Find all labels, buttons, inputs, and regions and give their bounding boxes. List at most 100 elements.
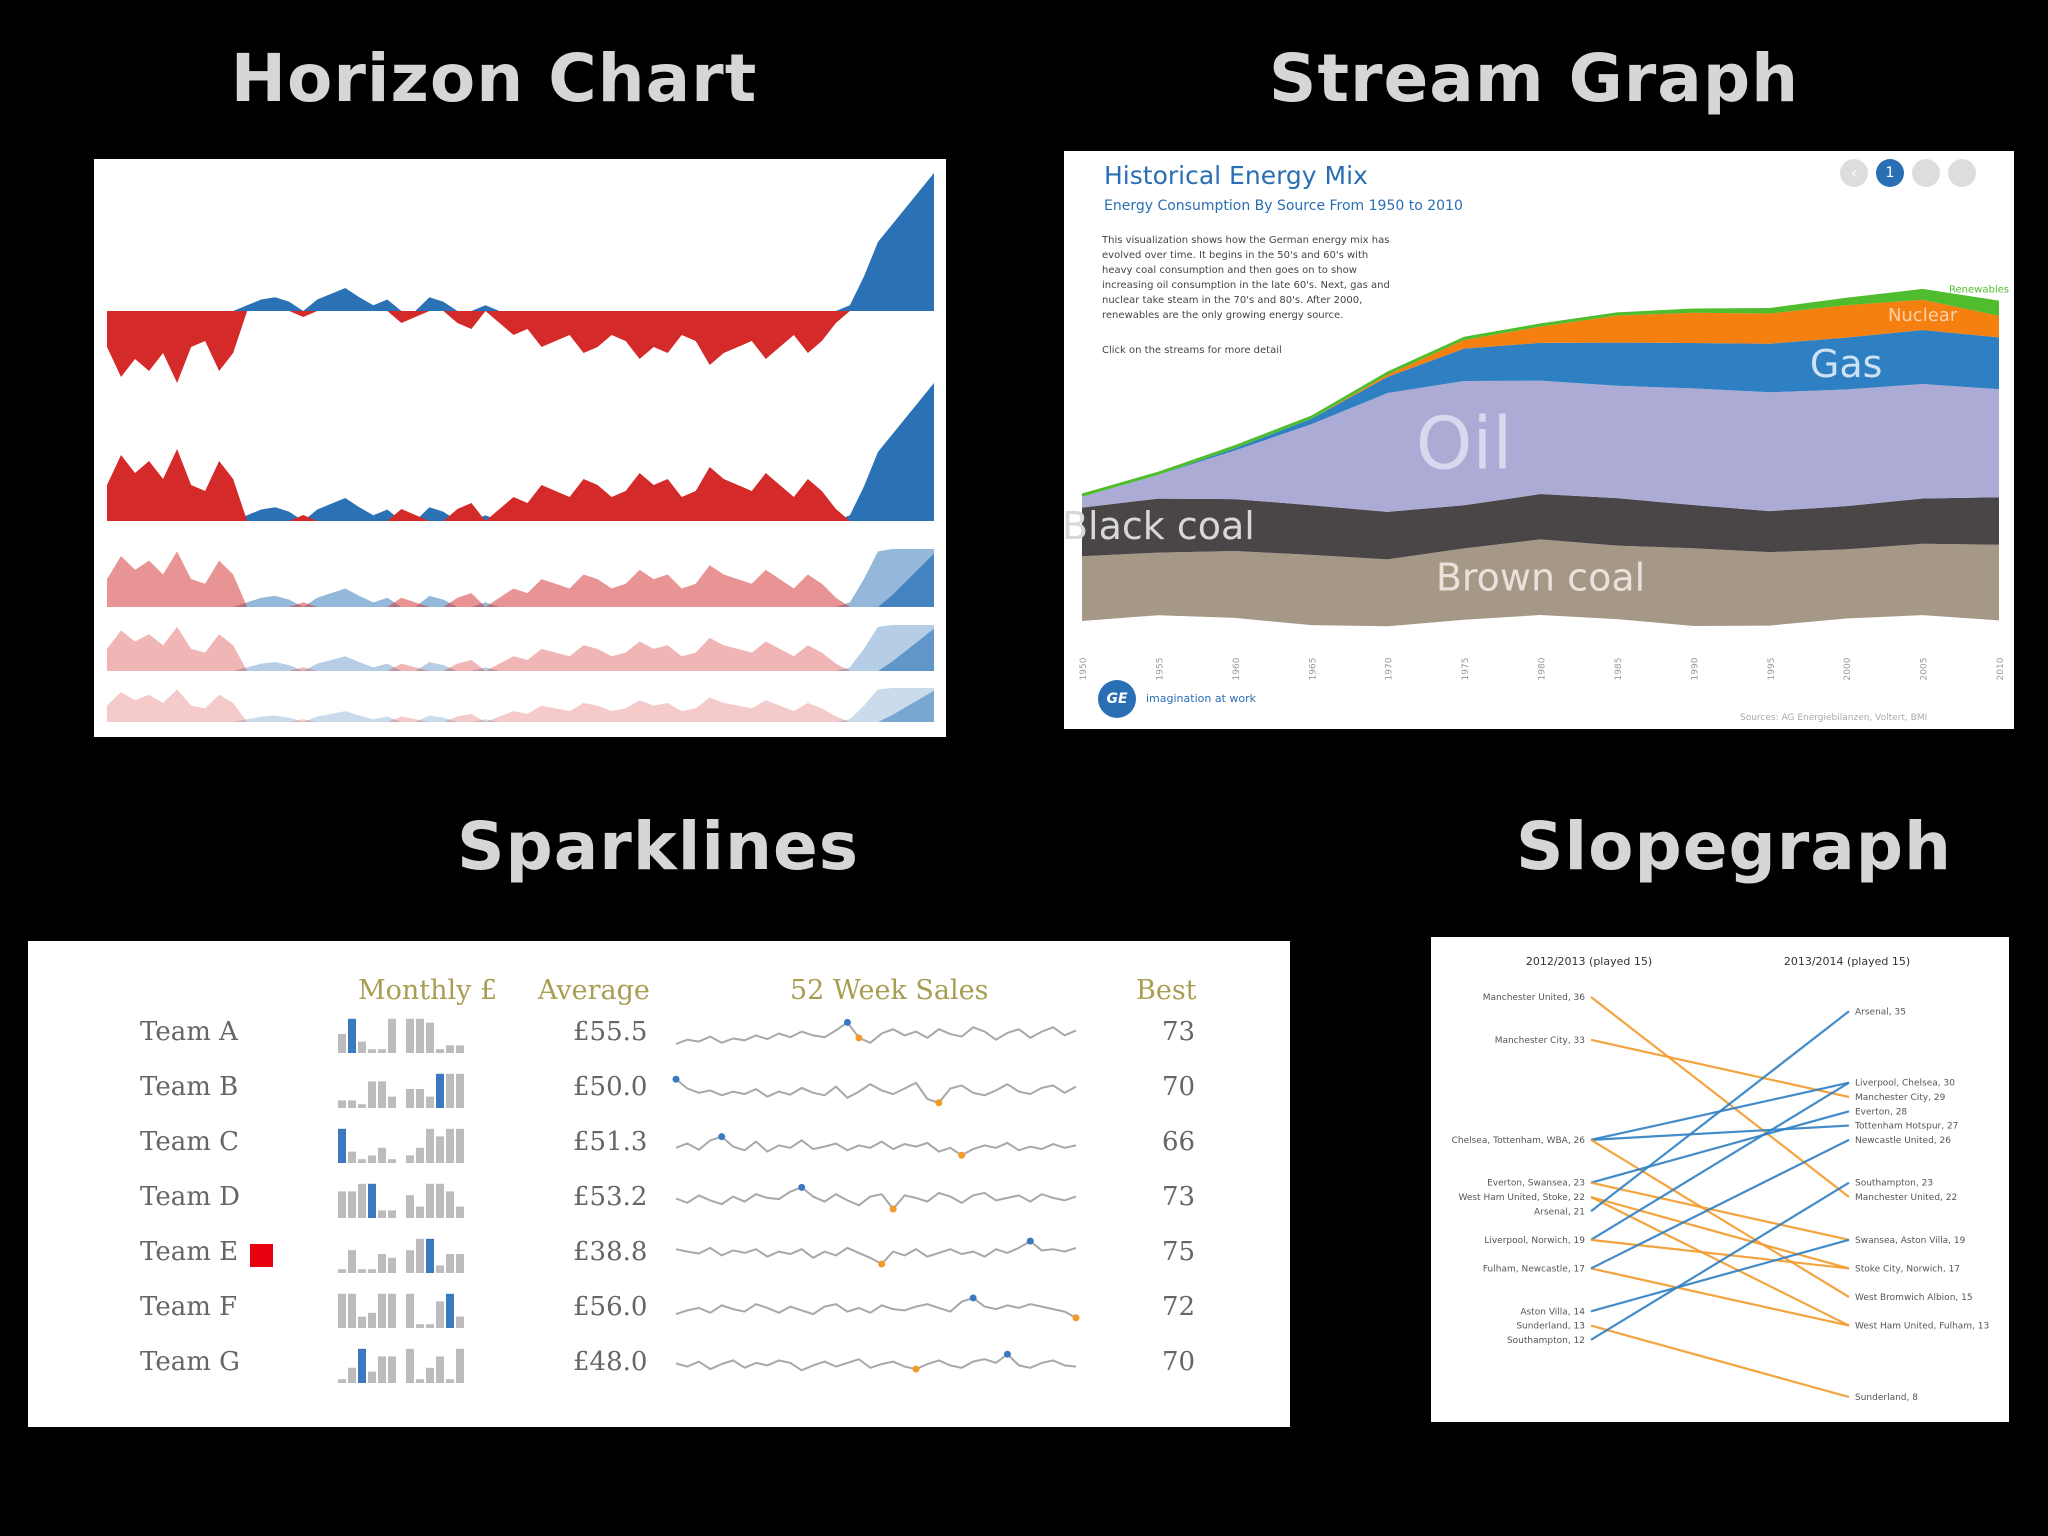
monthly-bar [368,1155,376,1163]
monthly-bar [426,1022,434,1053]
team-average: £51.3 [573,1127,648,1157]
slope-line [1590,1138,1850,1270]
monthly-bar [378,1147,386,1163]
slope-right-label: Sunderland, 8 [1855,1393,1918,1403]
monthly-bar [348,1191,356,1218]
slope-right-label: West Ham United, Fulham, 13 [1855,1322,1989,1332]
monthly-bar [388,1293,396,1328]
slope-line [1590,1267,1850,1327]
horizon-row4-negative-band0 [107,626,934,671]
slope-right-label: Liverpool, Chelsea, 30 [1855,1079,1955,1089]
monthly-bar [338,1269,346,1273]
horizon-row3-negative-band0 [107,551,934,607]
sales-sparkline [675,1186,1077,1211]
monthly-bar [456,1073,464,1108]
team-average: £56.0 [573,1292,648,1322]
monthly-bar [338,1293,346,1328]
sparkline-max-point [718,1133,726,1141]
monthly-bar [416,1089,424,1108]
slope-line [1590,1181,1850,1241]
monthly-bar [436,1183,444,1218]
stream-year-tick: 1990 [1690,657,1700,680]
monthly-bar [368,1269,376,1273]
monthly-bar [446,1191,454,1218]
team-average: £38.8 [573,1237,648,1267]
monthly-bar [378,1210,386,1218]
monthly-bar [348,1250,356,1273]
sparklines-panel: Monthly £ Average 52 Week Sales Best Tea… [28,941,1290,1427]
monthly-bar [388,1096,396,1108]
monthly-bar [358,1348,366,1383]
monthly-bar [456,1045,464,1053]
slope-left-label: Manchester City, 33 [1495,1036,1585,1046]
slope-left-label: West Ham United, Stoke, 22 [1458,1193,1585,1203]
monthly-bar [348,1018,356,1053]
stream-label-gas: Gas [1810,342,1883,386]
slope-right-label: Swansea, Aston Villa, 19 [1855,1236,1966,1246]
sparkline-max-point [1026,1237,1034,1245]
monthly-bar [358,1104,366,1108]
sparkline-min-point [889,1205,897,1213]
team-flag-icon [250,1244,273,1267]
stream-year-tick: 1995 [1767,658,1777,681]
monthly-bar [338,1379,346,1383]
stream-graph-panel: Brown coal Black coal Oil Gas Nuclear Renewab… [1064,151,2014,729]
sparklines-svg [250,1018,1080,1383]
monthly-bar [436,1136,444,1163]
stream-year-tick: 2005 [1920,658,1930,681]
sparklines-title: Sparklines [456,808,860,885]
stream-pager-3[interactable] [1948,159,1976,187]
monthly-bar [388,1257,396,1273]
stream-pager-prev[interactable]: ‹ [1840,159,1868,187]
monthly-bar [358,1316,366,1328]
sparkline-max-point [1003,1350,1011,1358]
slope-left-label: Everton, Swansea, 23 [1487,1179,1585,1189]
monthly-bar [426,1367,434,1383]
monthly-bar [416,1324,424,1328]
monthly-bar [368,1371,376,1383]
team-name: Team F [140,1292,238,1322]
slope-line [1590,1110,1850,1184]
monthly-bar [446,1045,454,1053]
team-name: Team A [140,1017,238,1047]
team-average: £48.0 [573,1347,648,1377]
horizon-row2-negative [107,449,934,521]
stream-chart-title: Historical Energy Mix [1104,161,1368,190]
monthly-bar [446,1128,454,1163]
monthly-bar [368,1312,376,1328]
sales-sparkline [675,1352,1077,1372]
monthly-bar [388,1356,396,1383]
horizon-row4-positive-band0 [107,625,934,671]
monthly-bar [416,1379,424,1383]
sparkline-min-point [935,1099,943,1107]
monthly-bar [338,1191,346,1218]
monthly-bar [406,1089,414,1108]
sparkline-max-point [843,1018,851,1026]
horizon-chart-panel [94,159,946,737]
monthly-bar [358,1269,366,1273]
column-header-best: Best [1136,975,1197,1006]
stream-logo-text: imagination at work [1146,692,1256,705]
team-best: 70 [1162,1347,1196,1377]
team-name: Team G [140,1347,240,1377]
monthly-bar [348,1367,356,1383]
team-name: Team C [140,1127,240,1157]
stream-pager-2[interactable] [1912,159,1940,187]
team-best: 75 [1162,1237,1196,1267]
monthly-bar [456,1254,464,1273]
sparkline-min-point [1072,1314,1080,1322]
team-average: £55.5 [573,1017,648,1047]
stream-year-tick: 2000 [1843,657,1853,680]
monthly-bar [358,1183,366,1218]
sparkline-min-point [912,1365,920,1373]
slope-right-label: Tottenham Hotspur, 27 [1854,1122,1958,1132]
slope-left-label: Liverpool, Norwich, 19 [1484,1236,1585,1246]
slope-right-label: Newcastle United, 26 [1855,1136,1951,1146]
monthly-bar [388,1210,396,1218]
monthly-bar [368,1183,376,1218]
stream-pager-1[interactable]: 1 [1876,159,1904,187]
slope-right-label: Everton, 28 [1855,1107,1907,1117]
stream-chart-subtitle: Energy Consumption By Source From 1950 t… [1104,198,1463,214]
monthly-bar [388,1018,396,1053]
horizon-row3-positive-band0 [107,549,934,607]
